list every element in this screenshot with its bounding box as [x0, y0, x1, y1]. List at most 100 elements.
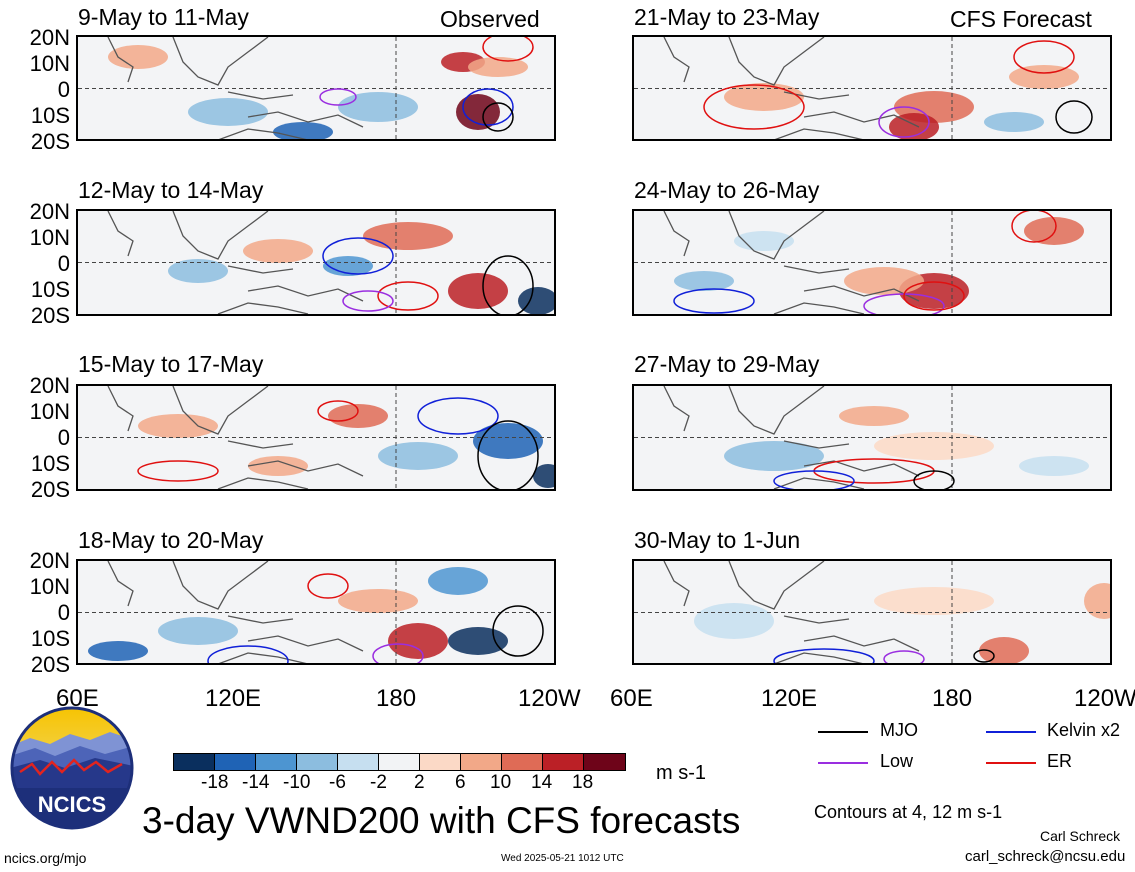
- contour-line: [482, 37, 534, 62]
- anomaly-blob: [844, 267, 924, 295]
- coastline: [107, 386, 364, 489]
- contour-line: [903, 281, 965, 311]
- legend-swatch-low: [818, 762, 868, 764]
- lat-label: 20N: [29, 373, 70, 398]
- contour-line: [703, 84, 805, 130]
- colorbar-tick: -2: [370, 772, 387, 793]
- observed-label: Observed: [440, 6, 540, 32]
- anomaly-blob: [874, 432, 994, 460]
- lat-label: 10S: [30, 451, 70, 476]
- lat-label: 0: [57, 600, 70, 625]
- anomaly-blob: [363, 222, 453, 250]
- legend-swatch-kelvin: [986, 731, 1036, 733]
- lat-label: 0: [57, 77, 70, 102]
- author-email: carl_schreck@ncsu.edu: [965, 848, 1126, 865]
- colorbar-swatch: [542, 753, 584, 771]
- anomaly-blob: [338, 589, 418, 613]
- anomaly-blob: [378, 442, 458, 470]
- colorbar-swatch: [214, 753, 256, 771]
- legend-label-er: ER: [1047, 751, 1073, 771]
- coastline: [663, 211, 920, 314]
- lat-label: 0: [57, 425, 70, 450]
- anomaly-blob: [889, 113, 939, 139]
- lat-label: 10S: [30, 103, 70, 128]
- coastline: [107, 37, 364, 139]
- lon-label: 120E: [761, 685, 818, 712]
- lat-label: 10N: [29, 399, 70, 424]
- lat-label: 20S: [30, 303, 70, 328]
- anomaly-blob: [108, 45, 168, 69]
- contour-line: [482, 102, 514, 132]
- colorbar-swatch: [255, 753, 297, 771]
- contour-line: [482, 255, 534, 314]
- source-url: ncics.org/mjo: [4, 850, 87, 866]
- contour-line: [342, 290, 394, 312]
- anomaly-blob: [338, 92, 418, 122]
- lon-label: 120W: [518, 685, 581, 712]
- logo-text: NCICS: [38, 792, 106, 817]
- anomaly-blob: [1019, 456, 1089, 476]
- colorbar-tick: 2: [414, 772, 425, 793]
- ncics-logo: NCICS: [10, 706, 134, 830]
- lat-label: 20N: [29, 199, 70, 224]
- anomaly-blob: [473, 423, 543, 459]
- map-panel: [76, 384, 556, 491]
- map-panel: [76, 35, 556, 141]
- anomaly-blob: [138, 414, 218, 438]
- anomaly-blob: [248, 456, 308, 476]
- colorbar-tick: -14: [242, 772, 270, 793]
- map-panel: [632, 559, 1112, 665]
- lat-label: 20N: [29, 548, 70, 573]
- anomaly-blob: [243, 239, 313, 263]
- anomaly-blob: [979, 637, 1029, 663]
- anomaly-blob: [168, 259, 228, 283]
- colorbar-tick: -6: [329, 772, 346, 793]
- anomaly-blob: [328, 404, 388, 428]
- anomaly-blob: [694, 603, 774, 639]
- colorbar-tick: -18: [201, 772, 229, 793]
- colorbar-swatch: [173, 753, 215, 771]
- contour-line: [317, 400, 359, 422]
- anomaly-blob: [88, 641, 148, 661]
- contour-line: [207, 645, 289, 663]
- contour-line: [973, 649, 995, 663]
- lat-label: 10S: [30, 626, 70, 651]
- contour-line: [492, 605, 544, 657]
- lon-label: 180: [932, 685, 973, 712]
- contour-line: [307, 573, 349, 599]
- contour-line: [417, 397, 499, 435]
- colorbar-swatch: [419, 753, 461, 771]
- panel-title: 21-May to 23-May: [634, 4, 820, 30]
- anomaly-blob: [1084, 583, 1110, 619]
- contour-note: Contours at 4, 12 m s-1: [814, 802, 1003, 822]
- map-panel: [76, 209, 556, 316]
- coastline: [107, 211, 364, 314]
- anomaly-blob: [839, 406, 909, 426]
- contour-line: [462, 88, 514, 126]
- lon-label: 120E: [205, 685, 262, 712]
- colorbar-tick: 6: [455, 772, 466, 793]
- panel-title: 9-May to 11-May: [78, 4, 249, 30]
- anomaly-blob: [188, 98, 268, 126]
- contour-line: [1011, 211, 1057, 243]
- contour-line: [813, 458, 935, 484]
- lat-label: 10S: [30, 277, 70, 302]
- figure-title: 3-day VWND200 with CFS forecasts: [142, 800, 741, 841]
- colorbar-swatch: [337, 753, 379, 771]
- legend-swatch-mjo: [818, 731, 868, 733]
- lon-label: 120W: [1074, 685, 1135, 712]
- contour-line: [773, 648, 875, 663]
- contour-line: [477, 420, 539, 489]
- lat-label: 0: [57, 251, 70, 276]
- contour-line: [883, 650, 925, 663]
- panel-title: 27-May to 29-May: [634, 351, 820, 377]
- map-panel: [632, 209, 1112, 316]
- contour-line: [673, 288, 755, 314]
- anomaly-blob: [468, 57, 528, 77]
- anomaly-blob: [724, 83, 804, 111]
- anomaly-blob: [674, 271, 734, 291]
- panel-title: 30-May to 1-Jun: [634, 527, 801, 553]
- colorbar-swatch: [296, 753, 338, 771]
- anomaly-blob: [1024, 217, 1084, 245]
- anomaly-blob: [1009, 65, 1079, 89]
